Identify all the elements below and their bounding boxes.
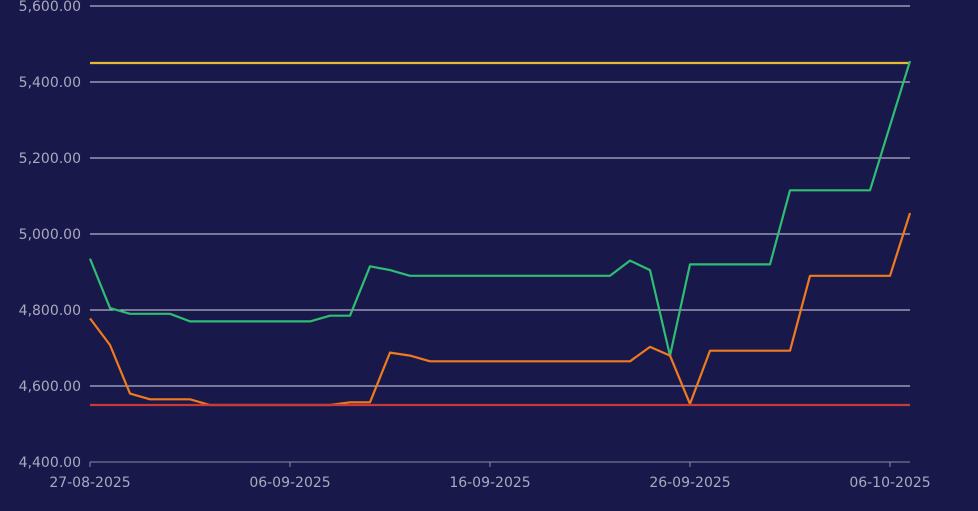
x-tick-label: 06-10-2025: [849, 475, 930, 491]
y-tick-label: 5,200.00: [19, 151, 81, 167]
axes: 4,400.00 4,600.00 4,800.00 5,000.00 5,200.00…: [19, 0, 931, 491]
y-tick-label: 5,000.00: [19, 227, 81, 243]
y-tick-label: 5,600.00: [19, 0, 81, 15]
y-tick-label: 5,400.00: [19, 75, 81, 91]
y-tick-label: 4,400.00: [19, 455, 81, 471]
x-tick-label: 06-09-2025: [249, 475, 330, 491]
y-tick-label: 4,800.00: [19, 303, 81, 319]
x-tick-label: 27-08-2025: [49, 475, 130, 491]
y-tick-label: 4,600.00: [19, 379, 81, 395]
series-line-2: [88, 60, 912, 357]
x-tick-label: 26-09-2025: [649, 475, 730, 491]
x-tick-label: 16-09-2025: [449, 475, 530, 491]
series-line-3: [89, 212, 912, 407]
gridlines: [90, 5, 910, 463]
series-lines: [88, 60, 912, 407]
